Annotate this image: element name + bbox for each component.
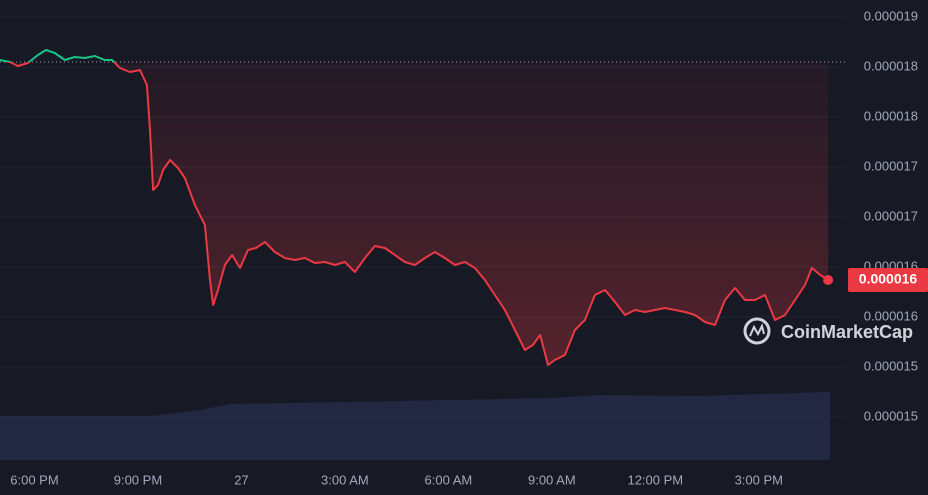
volume — [0, 392, 830, 460]
watermark: CoinMarketCap — [743, 317, 913, 345]
price-badge-label: 0.000016 — [859, 271, 918, 287]
price-badge — [848, 268, 928, 292]
area — [0, 62, 829, 365]
y-tick-label: 0.000017 — [864, 158, 918, 173]
y-tick-label: 0.000018 — [864, 58, 918, 73]
x-tick-label: 6:00 AM — [425, 472, 473, 487]
y-tick-label: 0.000015 — [864, 408, 918, 423]
y-tick-label: 0.000017 — [864, 208, 918, 223]
y-tick-label: 0.000018 — [864, 108, 918, 123]
x-tick-label: 12:00 PM — [627, 472, 683, 487]
price-line — [0, 49, 829, 366]
x-tick-label: 9:00 AM — [528, 472, 576, 487]
y-tick-label: 0.000015 — [864, 358, 918, 373]
x-tick-label: 27 — [234, 472, 248, 487]
watermark-text: CoinMarketCap — [781, 322, 913, 342]
x-tick-label: 9:00 PM — [114, 472, 162, 487]
last-point — [823, 275, 834, 285]
y-tick-label: 0.000019 — [864, 8, 918, 23]
x-tick-label: 6:00 PM — [10, 472, 58, 487]
x-tick-label: 3:00 AM — [321, 472, 369, 487]
plot — [0, 49, 845, 366]
y-tick-label: 0.000016 — [864, 308, 918, 323]
logo-mark — [749, 323, 765, 337]
x-tick-label: 3:00 PM — [735, 472, 783, 487]
logo — [743, 317, 771, 345]
